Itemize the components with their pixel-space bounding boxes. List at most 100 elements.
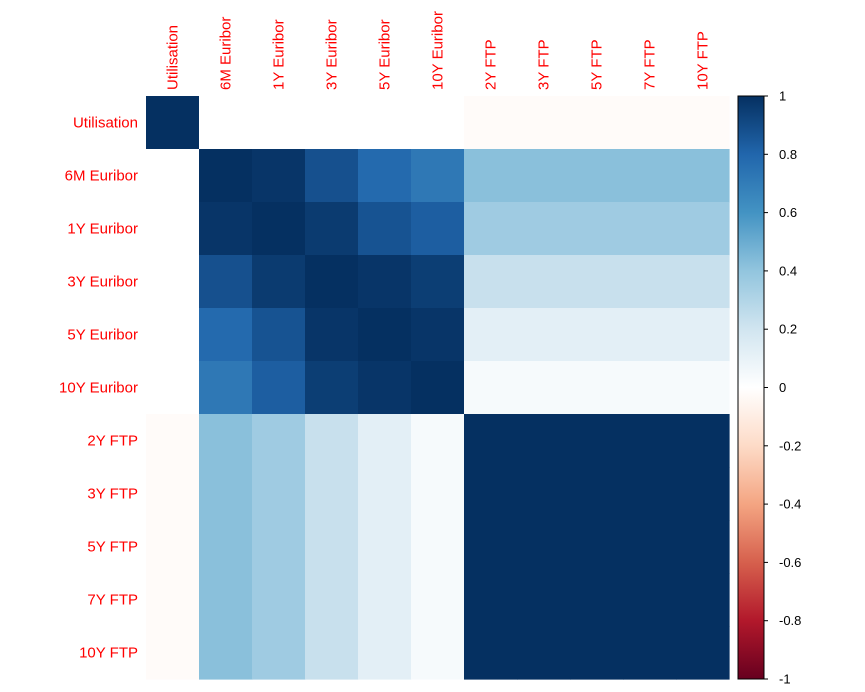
heatmap-cell xyxy=(305,308,359,362)
colorbar: 1 0.8 0.6 0.4 0.2 0 -0.2 -0.4 -0.6 -0.8 -1 xyxy=(737,89,801,687)
heatmap-cell xyxy=(464,255,518,309)
colorbar-tick-label: -0.4 xyxy=(779,497,801,512)
heatmap-cell xyxy=(146,202,200,256)
heatmap-cell xyxy=(517,255,571,309)
heatmap-cell xyxy=(517,626,571,680)
heatmap-cell xyxy=(411,573,465,627)
heatmap-cell xyxy=(411,96,465,150)
row-labels: Utilisation 6M Euribor 1Y Euribor 3Y Euribo… xyxy=(59,115,138,662)
heatmap-cell xyxy=(517,573,571,627)
heatmap-cell xyxy=(464,414,518,468)
heatmap-cell xyxy=(146,467,200,521)
heatmap-cell xyxy=(358,255,412,309)
heatmap-cell xyxy=(358,202,412,256)
heatmap-cell xyxy=(517,202,571,256)
heatmap-cell xyxy=(146,308,200,362)
column-label: 5Y FTP xyxy=(589,39,606,90)
column-label: 6M Euribor xyxy=(218,17,235,90)
heatmap-cell xyxy=(517,414,571,468)
heatmap-cell xyxy=(517,149,571,203)
heatmap-cell xyxy=(252,467,306,521)
heatmap-cell xyxy=(411,414,465,468)
heatmap-cell xyxy=(305,202,359,256)
heatmap-cell xyxy=(146,255,200,309)
row-label: 1Y Euribor xyxy=(67,221,138,238)
colorbar-gradient xyxy=(737,95,765,680)
heatmap-cell xyxy=(411,361,465,415)
heatmap-cell xyxy=(305,255,359,309)
heatmap-cell xyxy=(570,467,624,521)
row-label: 3Y Euribor xyxy=(67,274,138,291)
colorbar-tick-label: -0.2 xyxy=(779,438,801,453)
column-label: Utilisation xyxy=(165,25,182,90)
heatmap-cell xyxy=(623,96,677,150)
heatmap-cell xyxy=(411,626,465,680)
colorbar-tick-label: 0.4 xyxy=(779,263,797,278)
row-label: 3Y FTP xyxy=(87,486,138,503)
heatmap-cell xyxy=(676,520,730,574)
colorbar-tick-label: -1 xyxy=(779,672,791,687)
heatmap-cell xyxy=(305,414,359,468)
heatmap-cell xyxy=(358,308,412,362)
heatmap-cell xyxy=(464,361,518,415)
heatmap-cell xyxy=(570,96,624,150)
heatmap-cell xyxy=(199,255,253,309)
heatmap-cell xyxy=(464,520,518,574)
heatmap-cell xyxy=(570,361,624,415)
heatmap-cell xyxy=(199,520,253,574)
heatmap-cell xyxy=(676,255,730,309)
heatmap-cell xyxy=(464,467,518,521)
heatmap-cell xyxy=(146,414,200,468)
heatmap-cell xyxy=(305,361,359,415)
heatmap-cell xyxy=(464,202,518,256)
heatmap-cell xyxy=(199,96,253,150)
heatmap-cell xyxy=(411,467,465,521)
heatmap-cell xyxy=(199,414,253,468)
heatmap-cell xyxy=(199,573,253,627)
heatmap-cell xyxy=(676,308,730,362)
heatmap-cell xyxy=(623,149,677,203)
heatmap-cell xyxy=(358,573,412,627)
heatmap-cell xyxy=(464,573,518,627)
heatmap-cells xyxy=(146,96,730,680)
heatmap-cell xyxy=(676,573,730,627)
colorbar-tick-label: 0.2 xyxy=(779,322,797,337)
heatmap-cell xyxy=(199,149,253,203)
heatmap-cell xyxy=(570,149,624,203)
heatmap-cell xyxy=(146,626,200,680)
heatmap-cell xyxy=(146,96,200,150)
heatmap-cell xyxy=(358,520,412,574)
row-label: 2Y FTP xyxy=(87,433,138,450)
colorbar-ticks: 1 0.8 0.6 0.4 0.2 0 -0.2 -0.4 -0.6 -0.8 -1 xyxy=(764,89,801,687)
row-label: 10Y FTP xyxy=(79,645,138,662)
heatmap-cell xyxy=(358,414,412,468)
heatmap-cell xyxy=(570,308,624,362)
row-label: 5Y Euribor xyxy=(67,327,138,344)
heatmap-cell xyxy=(623,467,677,521)
heatmap-cell xyxy=(570,520,624,574)
column-label: 10Y FTP xyxy=(695,31,712,90)
column-labels: Utilisation 6M Euribor 1Y Euribor 3Y Euribo… xyxy=(165,11,712,90)
heatmap-cell xyxy=(676,361,730,415)
heatmap-cell xyxy=(252,626,306,680)
heatmap-cell xyxy=(517,467,571,521)
heatmap-cell xyxy=(517,520,571,574)
column-label: 10Y Euribor xyxy=(430,11,447,90)
heatmap-cell xyxy=(252,573,306,627)
heatmap-cell xyxy=(676,467,730,521)
colorbar-tick-label: 0.6 xyxy=(779,205,797,220)
colorbar-tick-label: 0.8 xyxy=(779,147,797,162)
heatmap-cell xyxy=(305,467,359,521)
heatmap-cell xyxy=(411,520,465,574)
heatmap-cell xyxy=(252,96,306,150)
heatmap-cell xyxy=(623,626,677,680)
heatmap-cell xyxy=(252,361,306,415)
heatmap-cell xyxy=(517,96,571,150)
heatmap-cell xyxy=(358,467,412,521)
column-label: 3Y Euribor xyxy=(324,19,341,90)
heatmap-cell xyxy=(252,202,306,256)
colorbar-tick-label: -0.8 xyxy=(779,613,801,628)
heatmap-cell xyxy=(411,308,465,362)
heatmap-cell xyxy=(305,626,359,680)
